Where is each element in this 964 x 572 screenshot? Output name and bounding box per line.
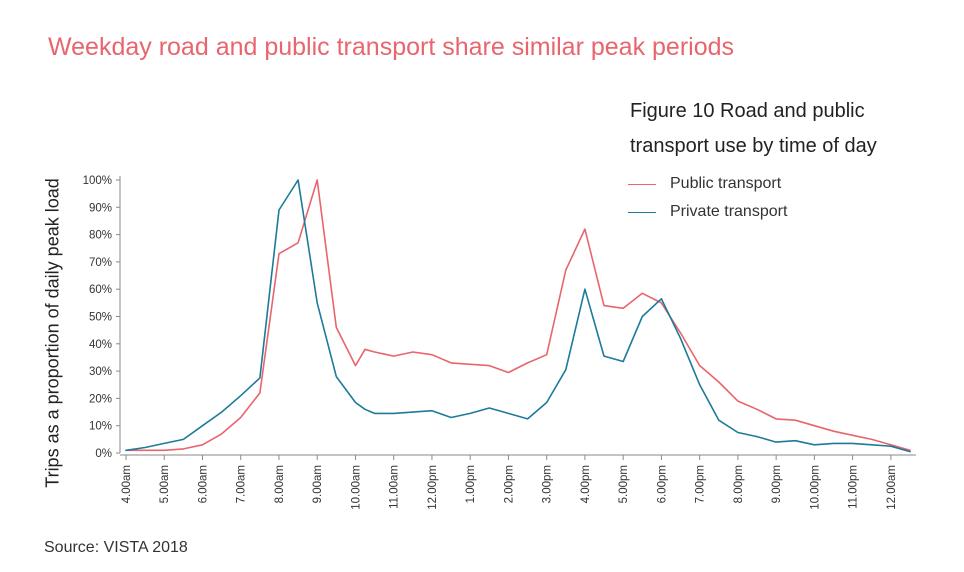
x-tick-label: 8.00am (274, 465, 286, 503)
y-tick-label: 20% (89, 393, 112, 405)
x-tick-label: 1.00pm (465, 465, 477, 503)
x-tick-label: 4.00pm (580, 465, 592, 503)
legend-item-public: Public transport (628, 170, 787, 198)
legend-item-private: Private transport (628, 198, 787, 226)
x-tick-label: 12.00am (886, 465, 898, 510)
legend-swatch-public (628, 183, 656, 185)
y-tick-label: 30% (89, 366, 112, 378)
x-tick-label: 7.00am (236, 465, 248, 503)
x-tick-label: 6.00am (197, 465, 209, 503)
x-tick-label: 5.00pm (618, 465, 630, 503)
y-tick-label: 50% (89, 312, 112, 324)
x-tick-label: 7.00pm (695, 465, 707, 503)
private-transport-line (125, 179, 911, 453)
legend-label-private: Private transport (670, 203, 788, 220)
x-tick-label: 3.00pm (542, 465, 554, 503)
x-tick-label: 2.00pm (503, 465, 515, 503)
x-tick-label: 10.00pm (809, 465, 821, 510)
figure-title: Figure 10 Road and public transport use … (630, 100, 877, 157)
public-transport-line (125, 179, 911, 452)
y-tick-label: 100% (83, 175, 112, 187)
source-note: Source: VISTA 2018 (44, 539, 188, 556)
chart-legend: Public transport Private transport (628, 170, 787, 226)
y-tick-label: 80% (89, 230, 112, 242)
y-tick-label: 70% (89, 257, 112, 269)
x-tick-label: 11.00am (389, 465, 401, 509)
x-tick-label: 9.00am (312, 465, 324, 503)
x-tick-label: 10.00am (350, 465, 362, 510)
y-tick-label: 0% (95, 448, 112, 460)
legend-label-public: Public transport (670, 175, 782, 192)
x-tick-label: 5.00am (159, 465, 171, 503)
x-tick-label: 11.00pm (848, 465, 860, 509)
page-headline: Weekday road and public transport share … (48, 33, 735, 61)
legend-swatch-private (628, 211, 656, 213)
x-tick-label: 8.00pm (733, 465, 745, 503)
x-tick-label: 4.00am (121, 465, 133, 503)
x-tick-label: 6.00pm (656, 465, 668, 503)
y-tick-label: 40% (89, 339, 112, 351)
x-tick-label: 12.00pm (427, 465, 439, 510)
y-tick-label: 90% (89, 202, 112, 214)
y-tick-label: 10% (89, 421, 112, 433)
x-tick-label: 9.00pm (771, 465, 783, 503)
y-tick-label: 60% (89, 284, 112, 296)
